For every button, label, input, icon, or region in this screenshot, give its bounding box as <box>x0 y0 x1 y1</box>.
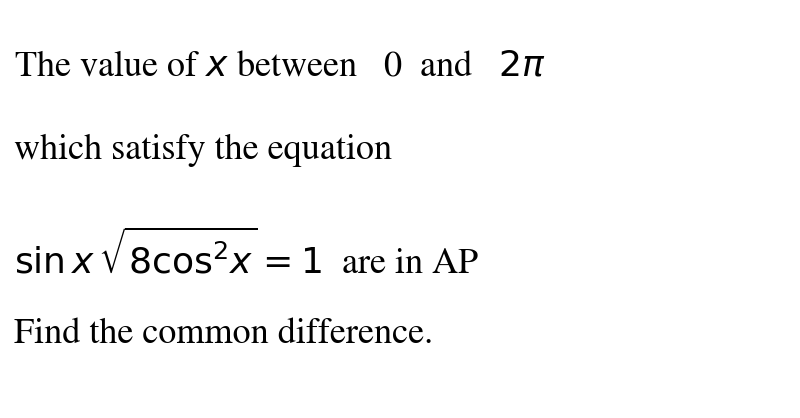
Text: which satisfy the equation: which satisfy the equation <box>14 134 393 167</box>
Text: The value of $x$ between   0  and   $2\pi$: The value of $x$ between 0 and $2\pi$ <box>14 50 546 83</box>
Text: Find the common difference.: Find the common difference. <box>14 318 434 351</box>
Text: $\sin x\,\sqrt{8\cos^{2}\!x} = 1$  are in AP: $\sin x\,\sqrt{8\cos^{2}\!x} = 1$ are in… <box>14 230 480 282</box>
